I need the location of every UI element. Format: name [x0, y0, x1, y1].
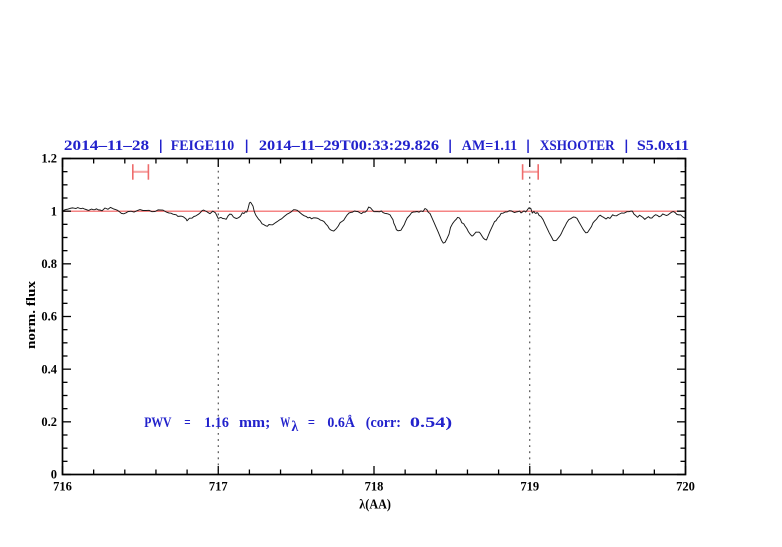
svg-text:FEIGE110: FEIGE110	[171, 138, 235, 154]
svg-text:λ(AA): λ(AA)	[359, 497, 391, 512]
svg-text:=: =	[184, 415, 190, 431]
svg-text:716: 716	[53, 480, 72, 494]
svg-text:(corr:: (corr:	[366, 415, 401, 431]
svg-text:=: =	[308, 415, 315, 431]
svg-text:PWV: PWV	[144, 415, 171, 431]
svg-text:XSHOOTER: XSHOOTER	[540, 138, 615, 154]
svg-text:2014–11–29T00:33:29.826: 2014–11–29T00:33:29.826	[259, 138, 440, 154]
svg-text:720: 720	[676, 480, 695, 494]
svg-text:mm;: mm;	[239, 415, 270, 431]
svg-text:norm. flux: norm. flux	[24, 280, 38, 349]
svg-text:λ: λ	[292, 419, 299, 435]
svg-text:0.8: 0.8	[41, 257, 57, 271]
svg-text:718: 718	[365, 480, 384, 494]
svg-text:0.2: 0.2	[41, 415, 57, 429]
svg-text:1.16: 1.16	[204, 415, 229, 431]
svg-text:0.6Å: 0.6Å	[327, 415, 355, 431]
svg-text:1: 1	[51, 204, 57, 218]
svg-text:0.6: 0.6	[41, 310, 57, 324]
svg-text:0.4: 0.4	[41, 362, 57, 376]
svg-text:2014–11–28: 2014–11–28	[64, 138, 149, 154]
svg-text:717: 717	[209, 480, 228, 494]
svg-text:0: 0	[51, 468, 57, 482]
svg-text:W: W	[280, 415, 290, 431]
svg-text:719: 719	[520, 480, 539, 494]
svg-text:S5.0x11: S5.0x11	[637, 138, 689, 154]
svg-text:AM=1.11: AM=1.11	[462, 138, 517, 154]
svg-text:0.54): 0.54)	[410, 415, 452, 431]
svg-text:1.2: 1.2	[41, 152, 57, 166]
